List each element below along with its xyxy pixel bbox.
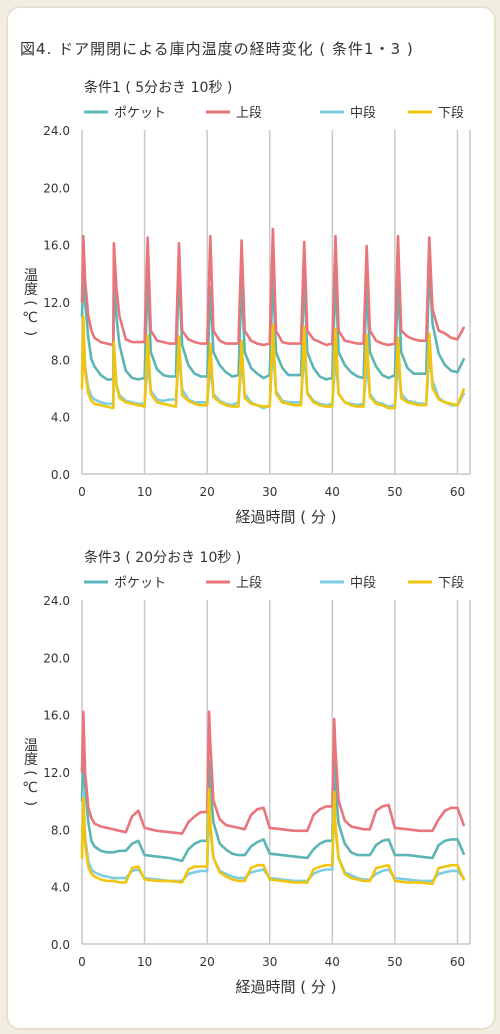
- x-tick-label: 30: [262, 955, 277, 969]
- y-axis-label: 温度 ( ℃ ): [22, 738, 38, 806]
- y-tick-label: 24.0: [43, 124, 70, 138]
- legend-item: ポケット: [84, 576, 166, 591]
- y-tick-label: 4.0: [51, 881, 70, 895]
- legend-item: 中段: [320, 106, 376, 121]
- y-tick-label: 20.0: [43, 181, 70, 195]
- legend-label: 中段: [350, 576, 376, 591]
- chart-condition-3: 条件3 ( 20分おき 10秒 ) ポケット 上段 中段 下段 0 10 20 30 40 50 60…: [22, 549, 471, 996]
- x-tick-label: 50: [387, 485, 402, 499]
- legend-label: 上段: [236, 106, 262, 121]
- y-tick-label: 12.0: [43, 296, 70, 310]
- series-line: [80, 787, 466, 886]
- y-tick-label: 16.0: [43, 709, 70, 723]
- legend-item: 下段: [408, 106, 464, 121]
- y-tick-label: 12.0: [43, 766, 70, 780]
- x-tick-label: 40: [325, 955, 340, 969]
- chart-condition-1: 条件1 ( 5分おき 10秒 ) ポケット 上段 中段 下段 0 10 20 30 40 50 60 0…: [22, 79, 471, 526]
- y-tick-label: 8.0: [51, 353, 70, 367]
- legend-item: 上段: [206, 576, 262, 591]
- x-tick-label: 50: [387, 955, 402, 969]
- y-tick-label: 24.0: [43, 594, 70, 608]
- legend-item: 下段: [408, 576, 464, 591]
- y-tick-label: 20.0: [43, 651, 70, 665]
- y-tick-label: 4.0: [51, 411, 70, 425]
- chart-title: 条件1 ( 5分おき 10秒 ): [84, 79, 232, 96]
- legend-label: 中段: [350, 106, 376, 121]
- x-tick-label: 10: [137, 955, 152, 969]
- figure-title: 図4. ドア開閉による庫内温度の経時変化 ( 条件1・3 ): [20, 40, 414, 58]
- x-tick-label: 60: [450, 485, 465, 499]
- x-tick-label: 30: [262, 485, 277, 499]
- legend-item: 中段: [320, 576, 376, 591]
- legend-label: 下段: [438, 576, 464, 591]
- legend-label: 上段: [236, 576, 262, 591]
- y-tick-label: 0.0: [51, 468, 70, 482]
- y-tick-label: 16.0: [43, 239, 70, 253]
- x-tick-label: 20: [200, 955, 215, 969]
- x-tick-label: 0: [78, 485, 86, 499]
- series-line: [80, 749, 466, 863]
- x-tick-label: 10: [137, 485, 152, 499]
- series-line: [80, 315, 466, 410]
- x-tick-label: 20: [200, 485, 215, 499]
- legend-item: ポケット: [84, 106, 166, 121]
- y-axis-label: 温度 ( ℃ ): [22, 268, 38, 336]
- legend-label: ポケット: [114, 576, 166, 591]
- x-tick-label: 0: [78, 955, 86, 969]
- legend-label: ポケット: [114, 106, 166, 121]
- series-line: [80, 710, 466, 835]
- series-line: [80, 792, 466, 883]
- x-axis-label: 経過時間 ( 分 ): [235, 508, 336, 526]
- legend-item: 上段: [206, 106, 262, 121]
- y-tick-label: 8.0: [51, 823, 70, 837]
- x-tick-label: 60: [450, 955, 465, 969]
- chart-title: 条件3 ( 20分おき 10秒 ): [84, 549, 241, 566]
- x-tick-label: 40: [325, 485, 340, 499]
- series-line: [80, 227, 466, 347]
- legend-label: 下段: [438, 106, 464, 121]
- y-tick-label: 0.0: [51, 938, 70, 952]
- x-axis-label: 経過時間 ( 分 ): [235, 978, 336, 996]
